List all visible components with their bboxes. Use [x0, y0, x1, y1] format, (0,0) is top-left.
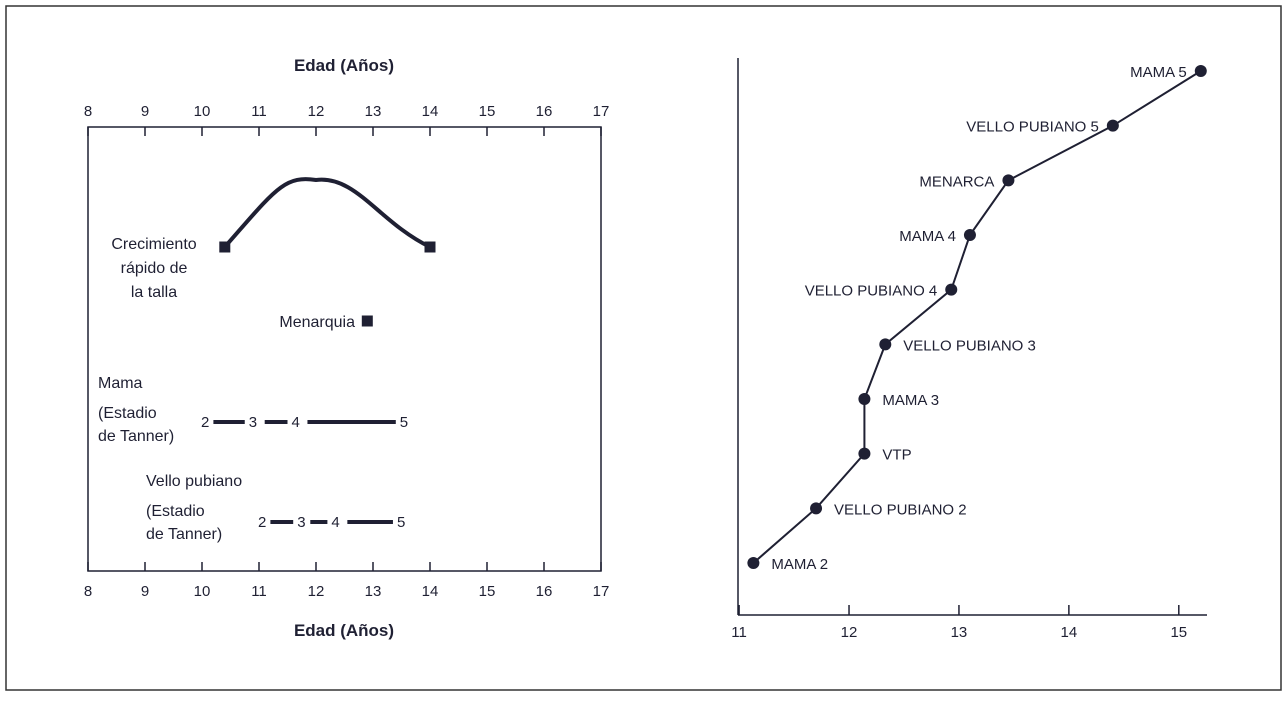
top-tick-label: 15	[479, 103, 496, 120]
bottom-axis-title: Edad (Años)	[294, 621, 394, 640]
pubic-stage-label: 2	[258, 514, 266, 531]
sequence-point-label: MAMA 3	[882, 392, 939, 409]
pubic-stage-label: 3	[297, 514, 305, 531]
bottom-tick-label: 13	[365, 583, 382, 600]
top-tick-label: 11	[251, 103, 267, 120]
top-axis-title: Edad (Años)	[294, 56, 394, 75]
breast-stage-label: 5	[400, 414, 408, 431]
bottom-tick-label: 17	[593, 583, 610, 600]
top-tick-label: 13	[365, 103, 382, 120]
sequence-point-label: VELLO PUBIANO 4	[805, 283, 938, 300]
sequence-point	[858, 447, 871, 460]
top-tick-label: 16	[536, 103, 553, 120]
sequence-point	[858, 393, 871, 405]
bottom-tick-label: 16	[536, 583, 553, 600]
sequence-point	[879, 338, 892, 351]
sequence-point-label: VELLO PUBIANO 3	[903, 337, 1036, 354]
sequence-tick-label: 15	[1170, 624, 1187, 641]
pubic-title: Vello pubiano	[146, 473, 242, 490]
bottom-tick-label: 15	[479, 583, 496, 600]
growth-label-line-2: rápido de	[121, 260, 188, 277]
growth-curve	[223, 177, 431, 249]
bottom-tick-label: 11	[251, 583, 267, 600]
top-tick-label: 14	[422, 103, 439, 120]
sequence-point-label: VELLO PUBIANO 2	[834, 501, 967, 518]
top-tick-label: 12	[308, 103, 325, 120]
timeline-chart: Edad (Años) Edad (Años) 8 9 10 11 12 13 14 15 16…	[84, 56, 610, 640]
growth-start-marker	[219, 241, 231, 253]
sequence-point-label: MAMA 5	[1130, 64, 1187, 81]
sequence-point	[1194, 65, 1207, 77]
sequence-point-label: MAMA 2	[771, 556, 828, 573]
pubic-subtitle-line-1: (Estadio	[146, 503, 205, 520]
sequence-point	[1002, 174, 1015, 187]
bottom-tick-label: 12	[308, 583, 325, 600]
menarche-label: Menarquia	[279, 314, 355, 331]
breast-subtitle-line-2: de Tanner)	[98, 428, 174, 445]
breast-stage-label: 3	[249, 414, 257, 431]
growth-label-line-1: Crecimiento	[111, 236, 196, 253]
sequence-points: MAMA 2 VELLO PUBIANO 2 VTP MAMA 3 VELLO PUBI…	[747, 64, 1207, 573]
bottom-tick-label: 10	[194, 583, 211, 600]
breast-stage-bars: 2 3 4 5	[201, 414, 408, 431]
sequence-point	[1106, 119, 1119, 132]
sequence-point-label: MENARCA	[919, 173, 994, 190]
sequence-tick-label: 12	[841, 624, 858, 641]
sequence-point	[810, 502, 823, 515]
pubic-subtitle-line-2: de Tanner)	[146, 526, 222, 543]
menarche-marker	[361, 315, 373, 327]
bottom-tick-label: 14	[422, 583, 439, 600]
breast-stage-label: 2	[201, 414, 209, 431]
growth-end-marker	[424, 241, 436, 253]
growth-label-line-3: la talla	[131, 284, 177, 301]
figure-border	[5, 5, 1282, 691]
bottom-tick-label: 9	[141, 583, 149, 600]
sequence-line	[752, 70, 1202, 564]
breast-title: Mama	[98, 375, 143, 392]
sequence-tick-label: 14	[1061, 624, 1078, 641]
sequence-tick-label: 13	[951, 624, 968, 641]
timeline-plot-frame	[87, 126, 602, 572]
breast-stage-label: 4	[292, 414, 300, 431]
sequence-point-label: VELLO PUBIANO 5	[966, 119, 1099, 136]
sequence-x-ticks: 11 12 13 14 15	[731, 605, 1187, 641]
bottom-axis-ticks: 8 9 10 11 12 13 14 15 16 17	[84, 562, 610, 600]
top-tick-label: 8	[84, 103, 92, 120]
sequence-point-label: VTP	[882, 447, 911, 464]
sequence-point	[945, 283, 958, 296]
top-tick-label: 10	[194, 103, 211, 120]
pubic-stage-bars: 2 3 4 5	[258, 514, 405, 531]
sequence-point-label: MAMA 4	[899, 228, 956, 245]
pubic-stage-label: 4	[331, 514, 339, 531]
top-tick-label: 17	[593, 103, 610, 120]
pubic-stage-label: 5	[397, 514, 405, 531]
top-tick-label: 9	[141, 103, 149, 120]
sequence-point	[747, 557, 760, 569]
breast-subtitle-line-1: (Estadio	[98, 405, 157, 422]
sequence-tick-label: 11	[731, 624, 747, 641]
top-axis-ticks: 8 9 10 11 12 13 14 15 16 17	[84, 103, 610, 136]
bottom-tick-label: 8	[84, 583, 92, 600]
sequence-point	[963, 229, 976, 241]
